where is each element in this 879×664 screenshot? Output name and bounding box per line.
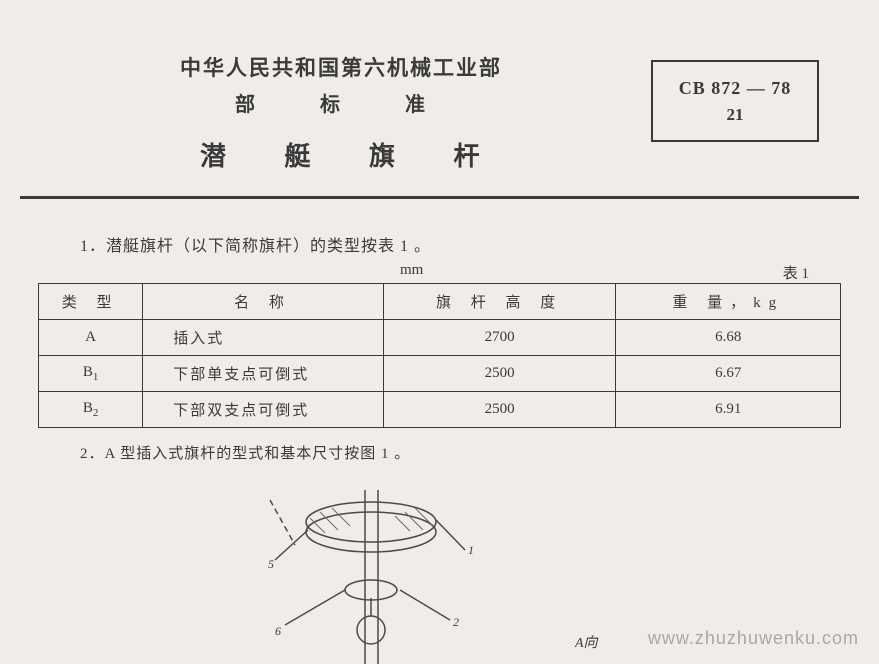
note-2: 2．A 型插入式旗杆的型式和基本尺寸按图 1 。 (80, 442, 410, 463)
cell-type: A (39, 320, 143, 356)
th-height: 旗 杆 高 度 (383, 284, 616, 320)
cell-height: 2500 (383, 392, 616, 428)
cell-weight: 6.91 (616, 392, 841, 428)
cell-weight: 6.67 (616, 356, 841, 392)
std-line: 部 标 准 (235, 88, 455, 117)
table-row: A 插入式 2700 6.68 (39, 320, 841, 356)
callout-6: 6 (275, 624, 281, 638)
table-number-label: 表 1 (783, 262, 809, 283)
spec-table: 类 型 名 称 旗 杆 高 度 重 量，kg A 插入式 2700 6.68 B… (38, 283, 841, 428)
intro-text: 1．潜艇旗杆（以下简称旗杆）的类型按表 1 。 (80, 232, 431, 256)
cell-type: B2 (39, 392, 143, 428)
doc-title: 潜 艇 旗 杆 (200, 136, 506, 173)
cell-name: 下部单支点可倒式 (143, 356, 384, 392)
figure-1-diagram: 1 2 5 6 (250, 490, 490, 664)
cell-type: B1 (39, 356, 143, 392)
table-header-row: 类 型 名 称 旗 杆 高 度 重 量，kg (39, 284, 841, 320)
table-row: B2 下部双支点可倒式 2500 6.91 (39, 392, 841, 428)
cell-name: 插入式 (143, 320, 384, 356)
cell-name: 下部双支点可倒式 (143, 392, 384, 428)
direction-a-label: A向 (575, 632, 598, 652)
watermark: www.zhuzhuwenku.com (648, 628, 859, 649)
th-type: 类 型 (39, 284, 143, 320)
unit-label: mm (400, 262, 423, 279)
cell-weight: 6.68 (616, 320, 841, 356)
standard-code-box: CB 872 — 78 21 (651, 60, 819, 142)
callout-1: 1 (468, 543, 474, 557)
org-line: 中华人民共和国第六机械工业部 (180, 52, 502, 82)
table-row: B1 下部单支点可倒式 2500 6.67 (39, 356, 841, 392)
divider-thick (20, 196, 859, 199)
cell-height: 2700 (383, 320, 616, 356)
standard-subcode: 21 (727, 105, 744, 125)
callout-2: 2 (453, 615, 459, 629)
th-weight: 重 量，kg (616, 284, 841, 320)
standard-code: CB 872 — 78 (679, 78, 792, 99)
th-name: 名 称 (143, 284, 384, 320)
cell-height: 2500 (383, 356, 616, 392)
callout-5: 5 (268, 557, 274, 571)
